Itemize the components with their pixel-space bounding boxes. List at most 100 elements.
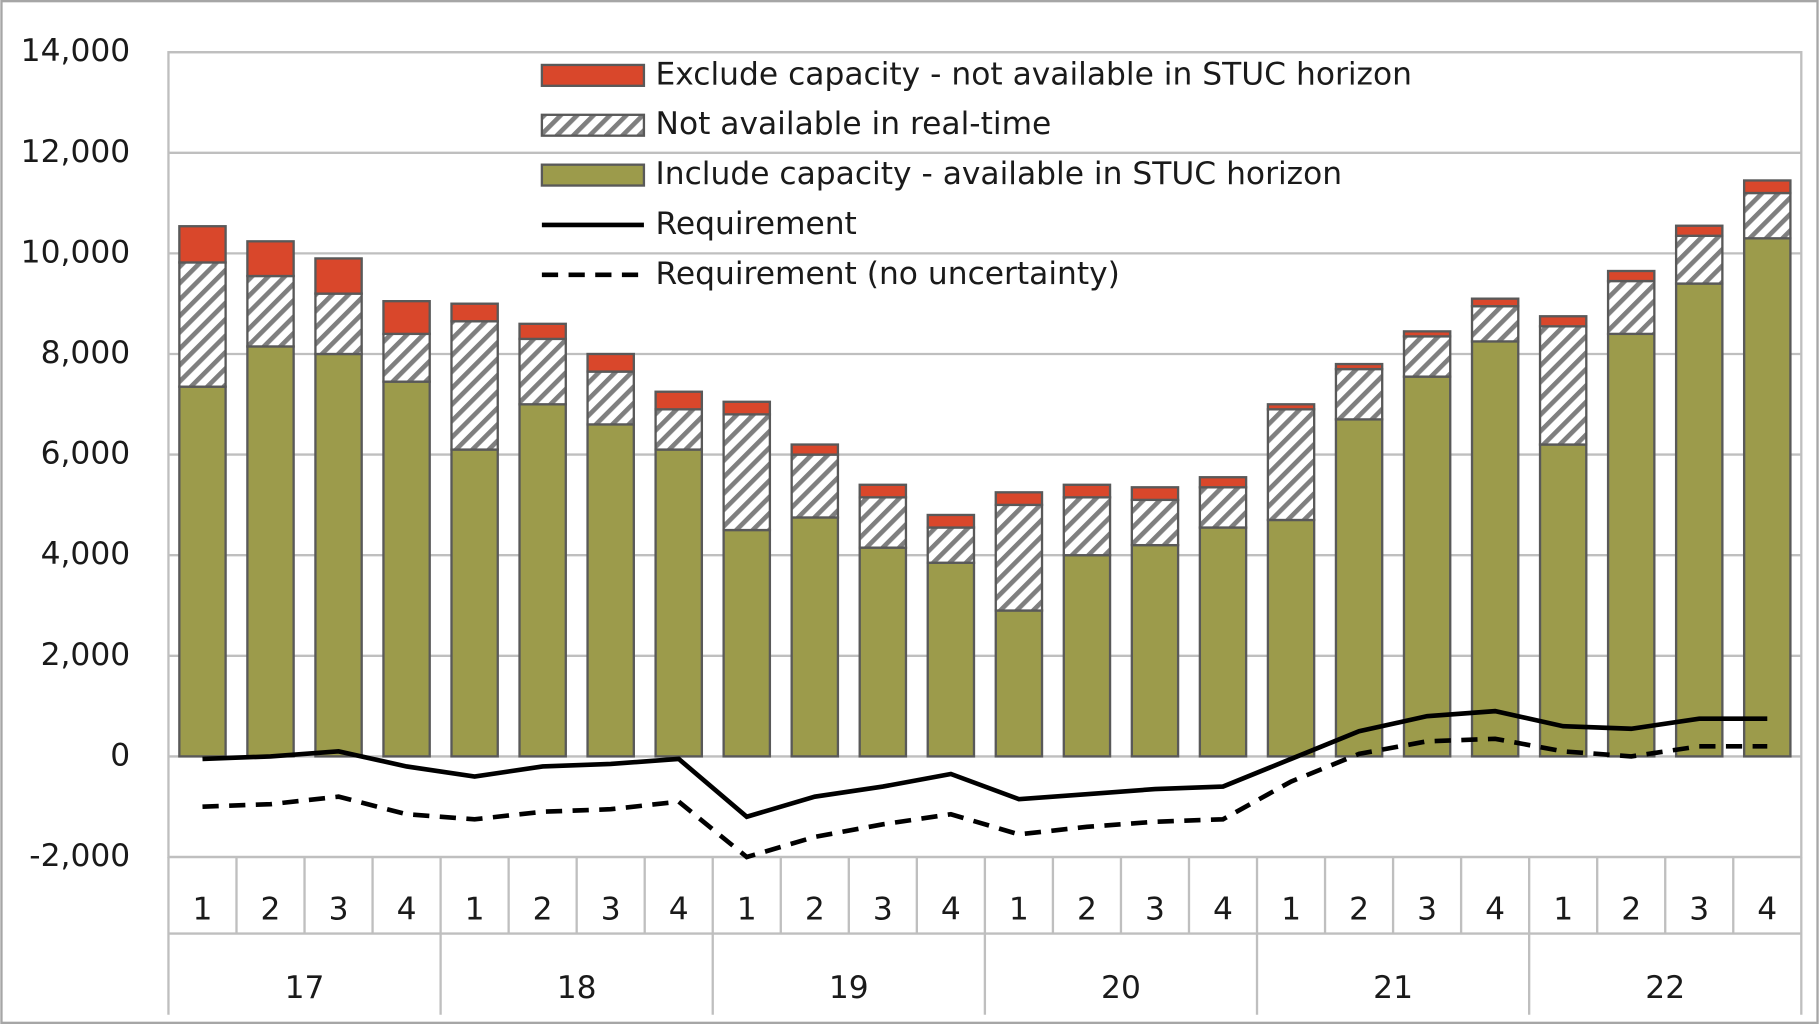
x-tick-label: 4 [397,891,417,927]
bar-segment [1606,279,1656,336]
bar-segment [1266,403,1316,411]
x-tick-label: 2 [261,891,281,927]
x-group-label: 20 [1101,970,1141,1006]
x-tick-label: 1 [737,891,757,927]
bar-segment [518,403,567,758]
bar-segment [1062,483,1112,499]
bar-segment [790,516,840,758]
bar-segment [790,453,840,519]
y-tick-label: 6,000 [41,436,131,472]
bar-segment [654,448,704,758]
x-tick-label: 3 [601,891,621,927]
x-tick-label: 1 [193,891,213,927]
bar-segment [722,528,772,758]
bar-segment [1674,234,1724,285]
y-tick-label: 4,000 [41,536,131,572]
bar-segment [1538,443,1588,758]
bar-segment [382,300,431,336]
bar-segment [1130,486,1180,502]
x-group-label: 21 [1373,970,1413,1006]
bar-segment [1606,269,1656,283]
bar-segment [722,400,772,416]
bar-segment [586,370,635,426]
bar-segment [586,352,635,373]
bar-segment [1198,526,1248,758]
legend-label: Not available in real-time [656,106,1052,142]
x-group-label: 17 [285,970,325,1006]
y-tick-label: 2,000 [41,637,131,673]
bar-segment [450,302,499,323]
bar-segment [858,483,908,499]
legend-label: Requirement [656,206,857,242]
bar-segment [1674,282,1724,758]
x-tick-label: 4 [941,891,961,927]
bar-segment [518,322,567,341]
bar-segment [314,292,363,356]
bar-segment [586,423,635,758]
bar-segment [926,526,976,564]
bar-segment [1742,191,1792,240]
bar-segment [1130,498,1180,547]
bar-segment [1742,237,1792,758]
bar-segment [654,390,704,411]
y-tick-label: 0 [110,737,130,773]
bar-segment [654,408,704,451]
bar-segment [858,546,908,758]
x-tick-label: 1 [1281,891,1301,927]
line-series [202,736,1768,860]
bar-segment [1470,297,1520,308]
bar-segment [246,240,295,278]
y-tick-label: 12,000 [21,134,131,170]
legend-swatch [540,63,646,87]
bar-segment [382,380,431,758]
y-tick-label: 10,000 [21,234,131,270]
bar-segment [1334,418,1384,758]
bar-segment [1198,476,1248,489]
legend-label: Include capacity - available in STUC hor… [656,156,1343,192]
x-tick-label: 4 [1485,891,1505,927]
bar-segment [518,337,567,406]
bar-segment [178,385,227,758]
bar-segment [722,413,772,532]
bar-segment [1334,367,1384,421]
x-tick-label: 4 [1757,891,1777,927]
x-tick-label: 3 [1145,891,1165,927]
bar-segment [450,448,499,758]
x-tick-label: 3 [1417,891,1437,927]
bar-segment [1062,496,1112,557]
bar-segment [1538,325,1588,446]
line-series [202,708,1768,820]
bar-segment [1062,554,1112,758]
legend-label: Exclude capacity - not available in STUC… [656,56,1412,92]
x-tick-label: 2 [805,891,825,927]
x-tick-label: 2 [533,891,553,927]
x-tick-label: 4 [669,891,689,927]
bar-segment [178,261,227,388]
bar-segment [994,491,1044,507]
legend-swatch [540,163,646,187]
bar-segment [382,332,431,383]
x-tick-label: 1 [1009,891,1029,927]
bar-segment [1742,179,1792,195]
y-tick-label: -2,000 [29,838,130,874]
x-tick-label: 4 [1213,891,1233,927]
x-group-label: 22 [1645,970,1685,1006]
x-group-label: 18 [557,970,597,1006]
bar-segment [858,496,908,549]
x-tick-label: 1 [1553,891,1573,927]
bar-segment [1266,518,1316,758]
bar-segment [1402,375,1452,758]
bar-segment [1334,362,1384,371]
y-tick-label: 14,000 [21,33,131,69]
x-group-label: 19 [829,970,869,1006]
bar-segment [790,443,840,456]
bar-segment [1470,305,1520,343]
x-tick-label: 2 [1349,891,1369,927]
bar-segment [1674,224,1724,237]
bar-segment [314,352,363,758]
bar-segment [178,225,227,264]
bar-segment [1606,332,1656,758]
bar-segment [926,513,976,529]
x-tick-label: 1 [465,891,485,927]
